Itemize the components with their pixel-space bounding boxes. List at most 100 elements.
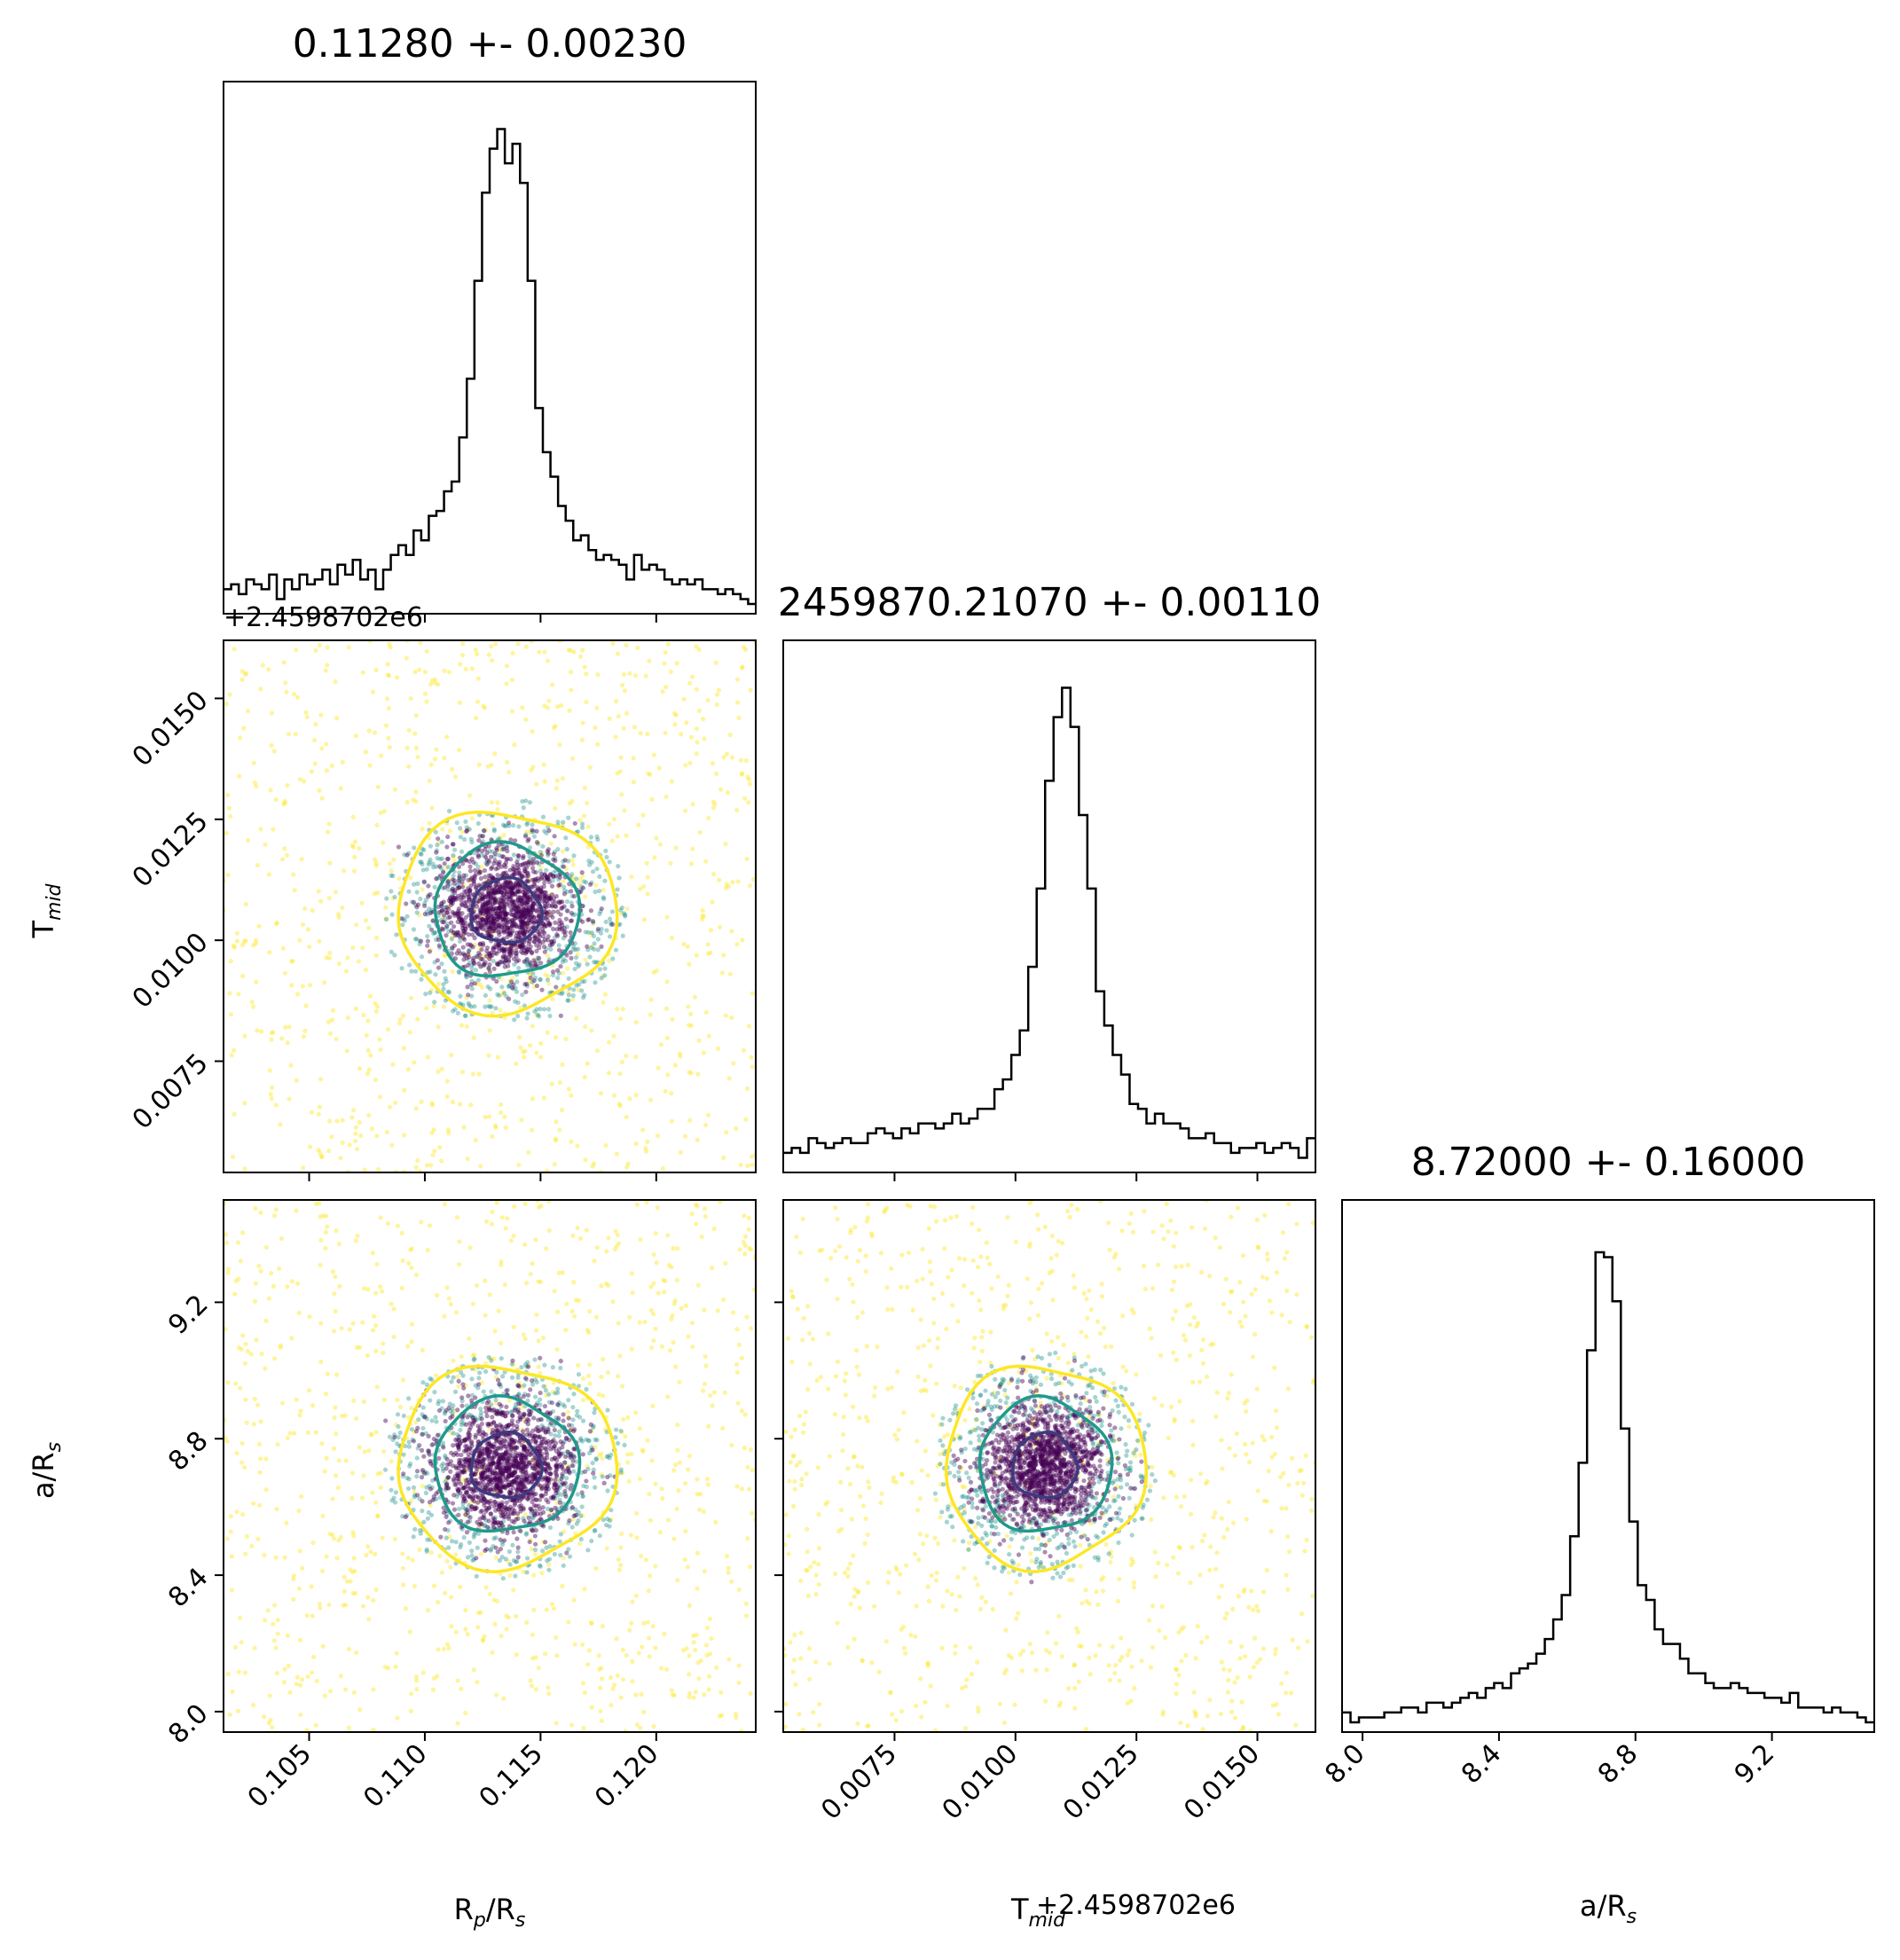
scatter-point — [533, 907, 538, 913]
scatter-point — [384, 1129, 389, 1135]
scatter-point — [543, 1384, 548, 1389]
scatter-point — [621, 1416, 626, 1423]
scatter-point — [546, 921, 552, 926]
scatter-point — [747, 1023, 752, 1029]
scatter-point — [507, 904, 513, 909]
scatter-point — [518, 1474, 523, 1480]
scatter-point — [483, 903, 489, 908]
scatter-point — [506, 1508, 512, 1513]
scatter-point — [420, 1431, 425, 1437]
scatter-point — [565, 1453, 571, 1458]
scatter-point — [468, 1486, 474, 1492]
scatter-point — [474, 1505, 479, 1511]
scatter-point — [604, 1454, 609, 1460]
scatter-point — [491, 1420, 497, 1425]
scatter-point — [435, 1674, 440, 1679]
scatter-point — [504, 1464, 510, 1470]
scatter-point — [490, 890, 495, 895]
scatter-point — [683, 808, 688, 813]
scatter-point — [518, 914, 524, 920]
scatter-point — [734, 807, 740, 813]
scatter-point — [424, 909, 429, 914]
scatter-point — [531, 984, 537, 990]
scatter-point — [491, 959, 496, 964]
scatter-point — [523, 906, 530, 911]
scatter-point — [373, 1430, 379, 1435]
scatter-point — [333, 1274, 338, 1280]
scatter-point — [630, 1599, 635, 1604]
scatter-point — [488, 1511, 493, 1517]
scatter-point — [474, 900, 479, 906]
scatter-point — [653, 1326, 658, 1331]
scatter-point — [519, 921, 524, 927]
scatter-point — [702, 1569, 707, 1574]
scatter-point — [484, 858, 490, 863]
scatter-point — [497, 913, 503, 920]
scatter-point — [344, 1048, 349, 1054]
scatter-point — [486, 967, 491, 973]
scatter-point — [590, 869, 596, 874]
scatter-point — [509, 1375, 515, 1380]
scatter-point — [522, 1444, 527, 1449]
scatter-point — [522, 868, 528, 874]
scatter-point — [534, 1471, 539, 1477]
scatter-point — [513, 882, 519, 888]
scatter-point — [296, 1586, 302, 1591]
scatter-point — [749, 1054, 754, 1060]
scatter-point — [480, 926, 485, 932]
scatter-point — [516, 1401, 522, 1407]
scatter-point — [254, 979, 259, 984]
scatter-point — [412, 670, 418, 675]
scatter-point — [605, 1454, 611, 1459]
scatter-point — [484, 1507, 490, 1512]
scatter-point — [534, 1379, 539, 1385]
scatter-point — [579, 884, 585, 890]
scatter-point — [651, 1281, 656, 1286]
scatter-point — [278, 1122, 283, 1127]
scatter-point — [511, 864, 516, 869]
scatter-point — [542, 909, 547, 914]
scatter-point — [585, 944, 590, 949]
scatter-point — [485, 892, 491, 898]
scatter-point — [571, 1469, 577, 1474]
scatter-point — [673, 845, 679, 851]
scatter-point — [228, 1529, 233, 1534]
scatter-point — [521, 912, 526, 917]
scatter-point — [349, 1115, 355, 1120]
scatter-point — [525, 908, 530, 913]
scatter-point — [531, 1502, 537, 1509]
scatter-point — [515, 905, 521, 910]
scatter-point — [556, 1429, 562, 1434]
scatter-point — [288, 1062, 294, 1068]
scatter-point — [227, 692, 232, 697]
scatter-point — [465, 1477, 471, 1482]
scatter-point — [343, 1687, 349, 1692]
scatter-point — [552, 1455, 558, 1461]
scatter-point — [471, 1667, 476, 1673]
scatter-point — [527, 1460, 532, 1465]
scatter-point — [585, 1548, 591, 1553]
scatter-point — [561, 1563, 566, 1568]
scatter-point — [418, 640, 423, 646]
scatter-point — [647, 1635, 652, 1641]
scatter-point — [436, 904, 441, 910]
scatter-point — [470, 1489, 475, 1494]
scatter-point — [492, 887, 499, 892]
scatter-point — [456, 1438, 461, 1443]
scatter-point — [570, 944, 577, 950]
scatter-point — [573, 960, 579, 966]
scatter-point — [649, 796, 655, 802]
scatter-point — [562, 929, 568, 935]
scatter-point — [451, 878, 457, 883]
scatter-point — [583, 1023, 588, 1030]
scatter-point — [488, 854, 494, 859]
scatter-point — [520, 798, 525, 804]
scatter-point — [553, 1391, 558, 1396]
scatter-point — [538, 888, 543, 894]
scatter-point — [547, 896, 554, 901]
scatter-point — [560, 1471, 565, 1477]
scatter-point — [241, 725, 247, 731]
scatter-point — [688, 734, 695, 740]
scatter-point — [546, 911, 552, 917]
scatter-point — [554, 927, 560, 932]
